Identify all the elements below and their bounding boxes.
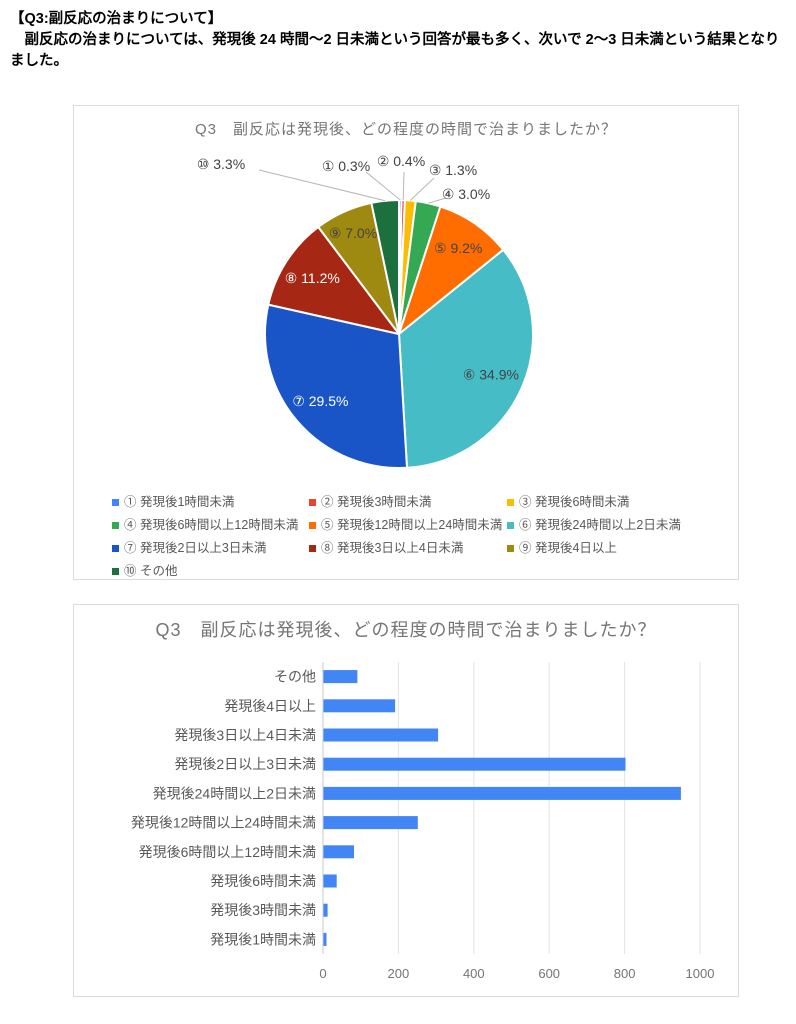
bar-8 bbox=[323, 874, 337, 888]
pie-slice-5 bbox=[398, 205, 505, 335]
legend-item-4: ④ 発現後6時間以上12時間未満 bbox=[112, 518, 309, 533]
section-paragraph: 副反応の治まりについては、発現後 24 時間～2 日未満という回答が最も多く、次… bbox=[10, 32, 780, 69]
legend-item-6: ⑥ 発現後24時間以上2日未満 bbox=[507, 518, 738, 533]
legend-item-10: ⑩ その他 bbox=[112, 564, 309, 579]
bar-chart: 0 200 400 600 800 1000その他発現後4日以上発現後3日以上4日未満発現… bbox=[131, 662, 715, 981]
pie-slice-10 bbox=[370, 199, 400, 335]
legend-color-swatch bbox=[309, 522, 316, 529]
label-leader-line-10 bbox=[258, 169, 386, 202]
pie-slice-label-3: ③ 1.3% bbox=[429, 162, 477, 178]
bar-chart-title: Q3 副反応は発現後、どの程度の時間で治まりましたか？ bbox=[155, 620, 657, 640]
category-label-10: 発現後1時間未満 bbox=[210, 931, 316, 947]
legend-color-swatch bbox=[309, 545, 316, 552]
category-label-8: 発現後6時間未満 bbox=[210, 873, 316, 889]
category-label-6: 発現後12時間以上24時間未満 bbox=[131, 815, 316, 831]
category-label-3: 発現後3日以上4日未満 bbox=[174, 727, 316, 743]
axis-tick-label-600: 600 bbox=[538, 966, 560, 981]
legend-color-swatch bbox=[309, 499, 316, 506]
axis-tick-label-200: 200 bbox=[388, 966, 410, 981]
legend-item-9: ⑨ 発現後4日以上 bbox=[507, 541, 738, 556]
legend-item-3: ③ 発現後6時間未満 bbox=[507, 495, 738, 510]
legend-color-swatch bbox=[507, 522, 514, 529]
legend-label: ④ 発現後6時間以上12時間未満 bbox=[124, 518, 299, 532]
legend-color-swatch bbox=[507, 545, 514, 552]
legend-color-swatch bbox=[507, 499, 514, 506]
bar-chart-card: Q3 副反応は発現後、どの程度の時間で治まりましたか？ 0 200 400 600 80… bbox=[73, 604, 739, 997]
legend-color-swatch bbox=[112, 499, 119, 506]
legend-label: ② 発現後3時間未満 bbox=[321, 495, 432, 509]
bar-5 bbox=[323, 786, 681, 800]
bar-9 bbox=[323, 903, 328, 917]
legend-color-swatch bbox=[112, 545, 119, 552]
axis-tick-label-1000: 1000 bbox=[686, 966, 715, 981]
legend-item-8: ⑧ 発現後3日以上4日未満 bbox=[309, 541, 507, 556]
pie-slice-label-1: ① 0.3% bbox=[322, 158, 370, 174]
pie-chart-title: Q3 副反応は発現後、どの程度の時間で治まりましたか？ bbox=[194, 121, 617, 138]
axis-tick-label-400: 400 bbox=[463, 966, 485, 981]
section-heading: 【Q3:副反応の治まりについて】 bbox=[10, 11, 223, 27]
label-leader-line-2 bbox=[402, 171, 405, 201]
legend-color-swatch bbox=[112, 568, 119, 575]
category-label-2: 発現後4日以上 bbox=[224, 698, 316, 714]
legend-label: ⑤ 発現後12時間以上24時間未満 bbox=[321, 518, 503, 532]
pie-slice-7 bbox=[264, 303, 408, 470]
axis-tick-label-800: 800 bbox=[614, 966, 636, 981]
bar-2 bbox=[323, 699, 396, 713]
category-label-7: 発現後6時間以上12時間未満 bbox=[139, 844, 316, 860]
legend-item-2: ② 発現後3時間未満 bbox=[309, 495, 507, 510]
category-label-4: 発現後2日以上3日未満 bbox=[174, 756, 316, 772]
label-leader-line-1 bbox=[365, 171, 401, 201]
legend-item-1: ① 発現後1時間未満 bbox=[112, 495, 309, 510]
pie-slice-6 bbox=[398, 248, 534, 469]
pie-slice-8 bbox=[267, 226, 400, 335]
legend-label: ① 発現後1時間未満 bbox=[124, 495, 235, 509]
legend-label: ⑨ 発現後4日以上 bbox=[519, 541, 617, 555]
legend-label: ③ 発現後6時間未満 bbox=[519, 495, 630, 509]
pie-slice-label-10: ⑩ 3.3% bbox=[197, 156, 245, 172]
legend-label: ⑧ 発現後3日以上4日未満 bbox=[321, 541, 464, 555]
pie-chart: ⑤ 9.2% ⑥ 34.9% ⑦ 29.5% ⑧ 11.2% ⑨ 7.0% ① 0.3% ②… bbox=[197, 153, 534, 470]
category-label-1: その他 bbox=[274, 669, 316, 685]
pie-slice-label-7: ⑦ 29.5% bbox=[292, 393, 348, 409]
bar-7 bbox=[323, 845, 354, 859]
legend-item-7: ⑦ 発現後2日以上3日未満 bbox=[112, 541, 309, 556]
pie-chart-card: Q3 副反応は発現後、どの程度の時間で治まりましたか？ ⑤ 9.2% ⑥ 34.9… bbox=[73, 105, 739, 580]
bar-10 bbox=[323, 932, 327, 946]
legend-label: ⑩ その他 bbox=[124, 564, 178, 578]
label-leader-line-3 bbox=[409, 177, 435, 201]
document-text-block: 【Q3:副反応の治まりについて】 副反応の治まりについては、発現後 24 時間～… bbox=[10, 0, 784, 72]
category-label-9: 発現後3時間未満 bbox=[210, 902, 316, 918]
bar-4 bbox=[323, 757, 626, 771]
category-label-5: 発現後24時間以上2日未満 bbox=[153, 785, 316, 801]
pie-slice-label-9: ⑨ 7.0% bbox=[329, 225, 377, 241]
legend-label: ⑥ 発現後24時間以上2日未満 bbox=[519, 518, 681, 532]
label-leader-line-4 bbox=[428, 197, 447, 204]
pie-slice-label-4: ④ 3.0% bbox=[442, 186, 490, 202]
pie-chart-legend: ① 発現後1時間未満 ② 発現後3時間未満 ③ 発現後6時間未満 ④ 発現後6時間以上… bbox=[112, 495, 738, 579]
pie-slice-label-5: ⑤ 9.2% bbox=[434, 240, 482, 256]
pie-slice-label-2: ② 0.4% bbox=[377, 153, 425, 169]
legend-label: ⑦ 発現後2日以上3日未満 bbox=[124, 541, 267, 555]
pie-slice-label-8: ⑧ 11.2% bbox=[285, 270, 340, 286]
axis-tick-label-0: 0 bbox=[319, 966, 326, 981]
pie-slice-label-6: ⑥ 34.9% bbox=[463, 367, 519, 383]
bar-1 bbox=[323, 670, 358, 684]
bar-6 bbox=[323, 816, 418, 830]
legend-color-swatch bbox=[112, 522, 119, 529]
bar-3 bbox=[323, 728, 439, 742]
legend-item-5: ⑤ 発現後12時間以上24時間未満 bbox=[309, 518, 507, 533]
